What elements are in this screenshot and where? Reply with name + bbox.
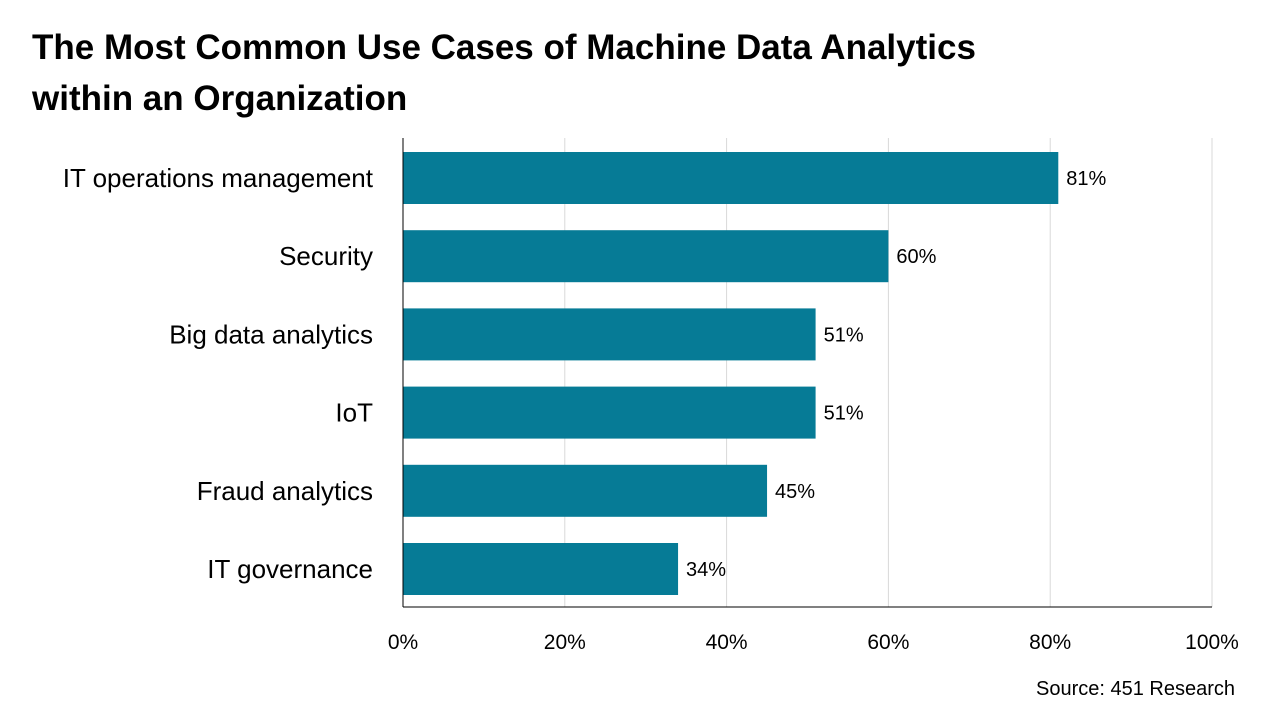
data-label: 60% xyxy=(896,246,936,268)
category-label: IT governance xyxy=(207,554,373,584)
title-line-1: The Most Common Use Cases of Machine Dat… xyxy=(32,28,976,67)
title-line-2: within an Organization xyxy=(32,79,408,118)
bar-2 xyxy=(403,230,889,283)
x-tick-label: 80% xyxy=(1029,631,1071,654)
category-label: IT operations management xyxy=(63,163,374,193)
bar-5 xyxy=(403,464,768,517)
data-label: 34% xyxy=(686,559,726,581)
data-label: 51% xyxy=(824,324,864,346)
bar-6 xyxy=(403,543,679,595)
category-label: Security xyxy=(279,241,373,271)
x-tick-label: 60% xyxy=(867,631,909,654)
category-label: IoT xyxy=(335,398,373,428)
data-label: 51% xyxy=(824,403,864,425)
x-tick-label: 100% xyxy=(1185,631,1239,654)
data-label: 45% xyxy=(775,481,815,503)
x-tick-label: 0% xyxy=(388,631,418,654)
category-label: Fraud analytics xyxy=(197,476,373,506)
bar-3 xyxy=(403,308,816,361)
gridlines xyxy=(564,138,1213,607)
bar-4 xyxy=(403,386,816,439)
bars xyxy=(403,152,1059,595)
axes xyxy=(402,138,1212,608)
bar-1 xyxy=(403,152,1059,204)
source-note: Source: 451 Research xyxy=(1035,678,1235,700)
data-label: 81% xyxy=(1066,168,1106,190)
x-tick-label: 40% xyxy=(706,631,748,654)
chart-title: The Most Common Use Cases of Machine Dat… xyxy=(32,22,1232,124)
labels: IT operations management 81% Security 60% Bi… xyxy=(63,163,1239,654)
x-tick-label: 20% xyxy=(544,631,586,654)
category-label: Big data analytics xyxy=(169,319,373,349)
